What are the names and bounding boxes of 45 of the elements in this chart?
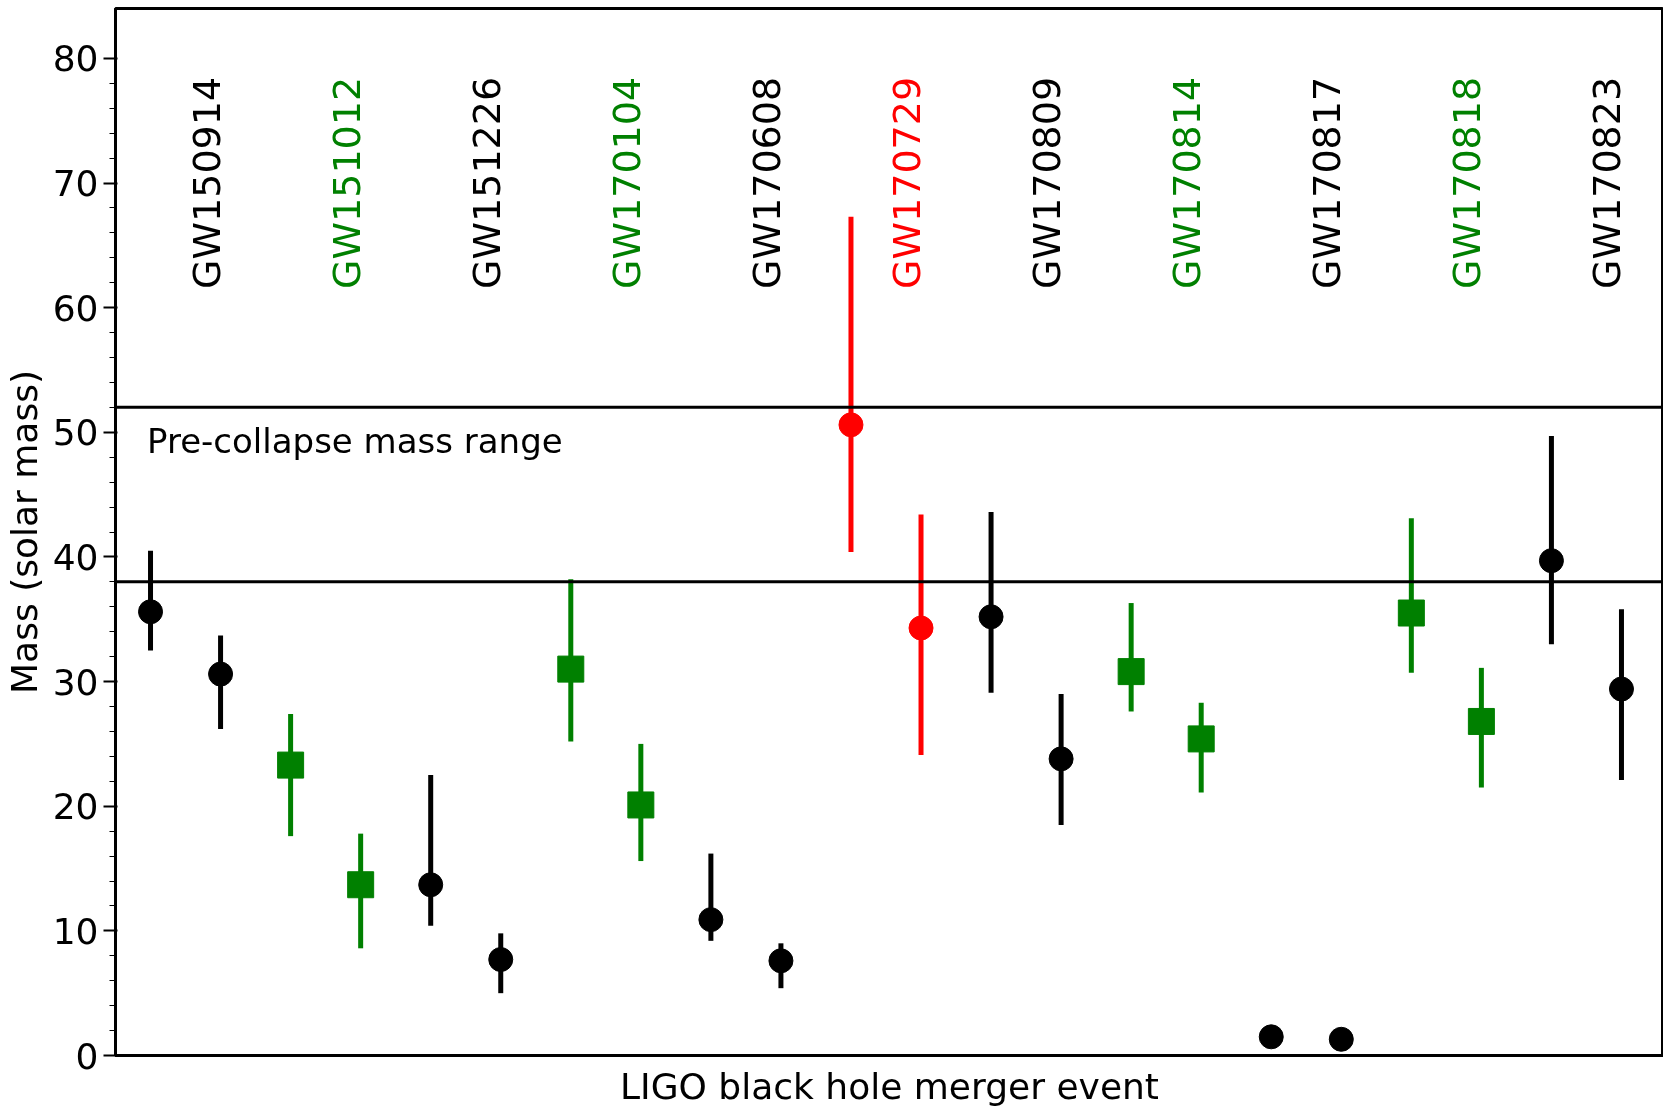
point: [557, 655, 585, 683]
annotation: GW151012: [324, 76, 369, 289]
point: [347, 871, 375, 899]
y-tick-label: 10: [52, 910, 99, 952]
y-tick-label: 0: [75, 1035, 99, 1077]
annotation: GW170104: [604, 76, 649, 289]
annotation: GW150914: [184, 76, 229, 289]
point: [488, 947, 514, 972]
point: [138, 599, 164, 625]
point: [908, 615, 934, 641]
y-tick-label: 80: [52, 38, 99, 80]
ref-line-label: Pre-collapse mass range: [147, 421, 563, 462]
y-tick-label: 60: [52, 287, 99, 329]
y-tick-label: 50: [52, 412, 99, 454]
point: [1328, 1026, 1354, 1052]
point: [1048, 746, 1074, 772]
y-tick-label: 40: [52, 536, 99, 578]
point: [208, 661, 234, 687]
annotation: GW170814: [1165, 76, 1210, 289]
point: [1608, 676, 1634, 702]
y-tick-label: 70: [52, 163, 99, 204]
point: [418, 872, 444, 898]
point: [1187, 725, 1215, 753]
point: [627, 791, 655, 819]
annotation: GW170823: [1585, 76, 1630, 289]
annotation: GW151226: [464, 76, 509, 289]
point: [698, 907, 724, 933]
y-tick-label: 20: [52, 786, 99, 828]
point: [1397, 599, 1425, 627]
annotation: GW170817: [1305, 76, 1350, 289]
annotation: GW170818: [1445, 76, 1490, 289]
y-axis-title: Mass (solar mass): [3, 370, 45, 694]
annotation: GW170729: [885, 76, 930, 289]
point: [1538, 548, 1564, 574]
point: [1258, 1024, 1284, 1050]
point: [838, 412, 864, 438]
y-tick-label: 30: [52, 661, 99, 703]
annotation: GW170809: [1025, 76, 1070, 289]
point: [1117, 658, 1145, 686]
point: [277, 751, 305, 779]
point: [768, 948, 794, 974]
x-axis-title: LIGO black hole merger event: [620, 1065, 1159, 1107]
point: [1467, 707, 1495, 735]
annotation: GW170608: [744, 76, 789, 289]
point: [978, 604, 1004, 630]
